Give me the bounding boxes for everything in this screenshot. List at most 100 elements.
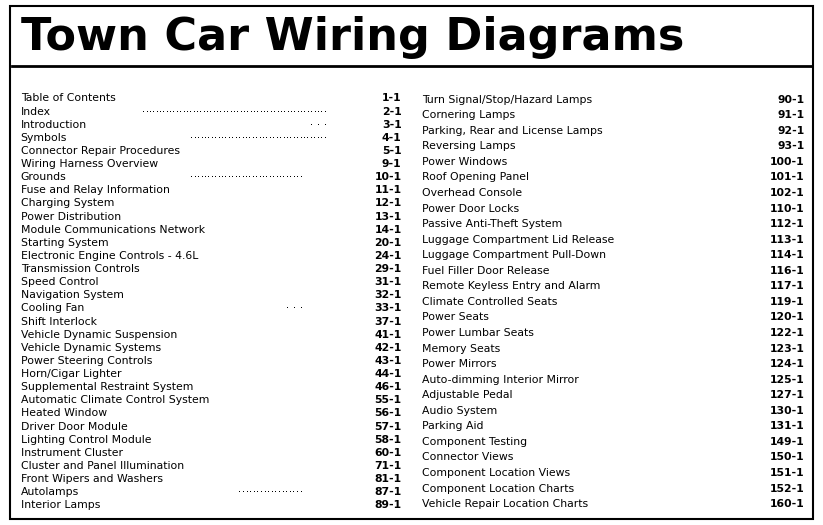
Text: 127-1: 127-1 (770, 390, 805, 400)
Text: Luggage Compartment Pull-Down: Luggage Compartment Pull-Down (422, 250, 607, 260)
Text: 93-1: 93-1 (778, 141, 805, 151)
Text: 29-1: 29-1 (374, 264, 402, 274)
Text: Fuel Filler Door Release: Fuel Filler Door Release (422, 266, 550, 276)
Text: Power Steering Controls: Power Steering Controls (21, 356, 152, 366)
Text: 9-1: 9-1 (382, 159, 402, 169)
Text: 14-1: 14-1 (374, 225, 402, 235)
Text: 1-1: 1-1 (382, 93, 402, 103)
Text: 4-1: 4-1 (382, 133, 402, 143)
Text: 41-1: 41-1 (374, 330, 402, 340)
Text: Turn Signal/Stop/Hazard Lamps: Turn Signal/Stop/Hazard Lamps (422, 94, 593, 104)
Text: Component Location Views: Component Location Views (422, 468, 570, 478)
Text: Roof Opening Panel: Roof Opening Panel (422, 172, 529, 182)
Text: Driver Door Module: Driver Door Module (21, 422, 128, 432)
Text: Parking Aid: Parking Aid (422, 422, 484, 432)
Text: 152-1: 152-1 (770, 484, 805, 494)
Text: Wiring Harness Overview: Wiring Harness Overview (21, 159, 158, 169)
Text: Auto-dimming Interior Mirror: Auto-dimming Interior Mirror (422, 375, 579, 385)
Text: 124-1: 124-1 (770, 359, 805, 369)
Text: Starting System: Starting System (21, 238, 108, 248)
Text: 151-1: 151-1 (770, 468, 805, 478)
Text: 102-1: 102-1 (770, 188, 805, 198)
Text: 55-1: 55-1 (374, 395, 402, 405)
Text: 131-1: 131-1 (770, 422, 805, 432)
Text: 81-1: 81-1 (374, 474, 402, 484)
Text: 110-1: 110-1 (770, 204, 805, 214)
Text: Power Windows: Power Windows (422, 157, 508, 167)
Text: Passive Anti-Theft System: Passive Anti-Theft System (422, 219, 562, 229)
Text: Component Location Charts: Component Location Charts (422, 484, 574, 494)
Text: 114-1: 114-1 (770, 250, 805, 260)
Text: Symbols: Symbols (21, 133, 67, 143)
Text: 24-1: 24-1 (374, 251, 402, 261)
Text: 89-1: 89-1 (374, 500, 402, 510)
Text: Supplemental Restraint System: Supplemental Restraint System (21, 382, 193, 392)
Text: 101-1: 101-1 (770, 172, 805, 182)
Text: 71-1: 71-1 (374, 461, 402, 471)
Text: 10-1: 10-1 (374, 172, 402, 182)
Text: Grounds: Grounds (21, 172, 67, 182)
Text: Introduction: Introduction (21, 120, 86, 130)
Text: 56-1: 56-1 (374, 408, 402, 418)
Text: Interior Lamps: Interior Lamps (21, 500, 100, 510)
Text: Cluster and Panel Illumination: Cluster and Panel Illumination (21, 461, 184, 471)
Text: 100-1: 100-1 (770, 157, 805, 167)
Text: 31-1: 31-1 (374, 277, 402, 287)
Text: 123-1: 123-1 (770, 343, 805, 353)
Text: 46-1: 46-1 (374, 382, 402, 392)
Text: Vehicle Dynamic Systems: Vehicle Dynamic Systems (21, 343, 160, 353)
Text: Electronic Engine Controls - 4.6L: Electronic Engine Controls - 4.6L (21, 251, 198, 261)
Text: Automatic Climate Control System: Automatic Climate Control System (21, 395, 209, 405)
Text: 113-1: 113-1 (770, 235, 805, 245)
Text: 20-1: 20-1 (374, 238, 402, 248)
Text: Charging System: Charging System (21, 198, 114, 208)
Text: 90-1: 90-1 (778, 94, 805, 104)
Text: Vehicle Dynamic Suspension: Vehicle Dynamic Suspension (21, 330, 177, 340)
Text: Lighting Control Module: Lighting Control Module (21, 435, 151, 445)
Text: 44-1: 44-1 (374, 369, 402, 379)
Text: 57-1: 57-1 (374, 422, 402, 432)
Text: Connector Views: Connector Views (422, 453, 514, 463)
Text: Vehicle Repair Location Charts: Vehicle Repair Location Charts (422, 499, 588, 509)
Text: Component Testing: Component Testing (422, 437, 528, 447)
Text: Fuse and Relay Information: Fuse and Relay Information (21, 185, 170, 195)
Text: Module Communications Network: Module Communications Network (21, 225, 205, 235)
Text: Power Mirrors: Power Mirrors (422, 359, 497, 369)
Text: Cornering Lamps: Cornering Lamps (422, 110, 515, 120)
Text: Speed Control: Speed Control (21, 277, 98, 287)
Text: Power Door Locks: Power Door Locks (422, 204, 519, 214)
Text: 5-1: 5-1 (382, 146, 402, 156)
Text: 149-1: 149-1 (770, 437, 805, 447)
Text: 2-1: 2-1 (382, 107, 402, 117)
Text: Power Distribution: Power Distribution (21, 212, 121, 222)
Text: Reversing Lamps: Reversing Lamps (422, 141, 516, 151)
Text: Front Wipers and Washers: Front Wipers and Washers (21, 474, 163, 484)
Text: 125-1: 125-1 (770, 375, 805, 385)
Text: Adjustable Pedal: Adjustable Pedal (422, 390, 513, 400)
Text: 11-1: 11-1 (374, 185, 402, 195)
Text: 117-1: 117-1 (770, 281, 805, 291)
Text: Memory Seats: Memory Seats (422, 343, 500, 353)
Text: 42-1: 42-1 (374, 343, 402, 353)
Text: Parking, Rear and License Lamps: Parking, Rear and License Lamps (422, 126, 602, 136)
Text: 60-1: 60-1 (374, 448, 402, 458)
Text: 160-1: 160-1 (770, 499, 805, 509)
Text: 37-1: 37-1 (374, 317, 402, 327)
Text: 12-1: 12-1 (374, 198, 402, 208)
Text: Navigation System: Navigation System (21, 290, 123, 300)
Text: 92-1: 92-1 (778, 126, 805, 136)
Text: 130-1: 130-1 (770, 406, 805, 416)
Text: Cooling Fan: Cooling Fan (21, 303, 84, 313)
Text: Remote Keyless Entry and Alarm: Remote Keyless Entry and Alarm (422, 281, 601, 291)
Text: 150-1: 150-1 (770, 453, 805, 463)
Text: Overhead Console: Overhead Console (422, 188, 523, 198)
Text: 91-1: 91-1 (778, 110, 805, 120)
Text: 122-1: 122-1 (770, 328, 805, 338)
Text: Power Seats: Power Seats (422, 312, 489, 322)
Text: Luggage Compartment Lid Release: Luggage Compartment Lid Release (422, 235, 615, 245)
Text: Autolamps: Autolamps (21, 487, 79, 497)
Text: 32-1: 32-1 (374, 290, 402, 300)
Text: Shift Interlock: Shift Interlock (21, 317, 96, 327)
Text: Audio System: Audio System (422, 406, 497, 416)
Text: 43-1: 43-1 (374, 356, 402, 366)
